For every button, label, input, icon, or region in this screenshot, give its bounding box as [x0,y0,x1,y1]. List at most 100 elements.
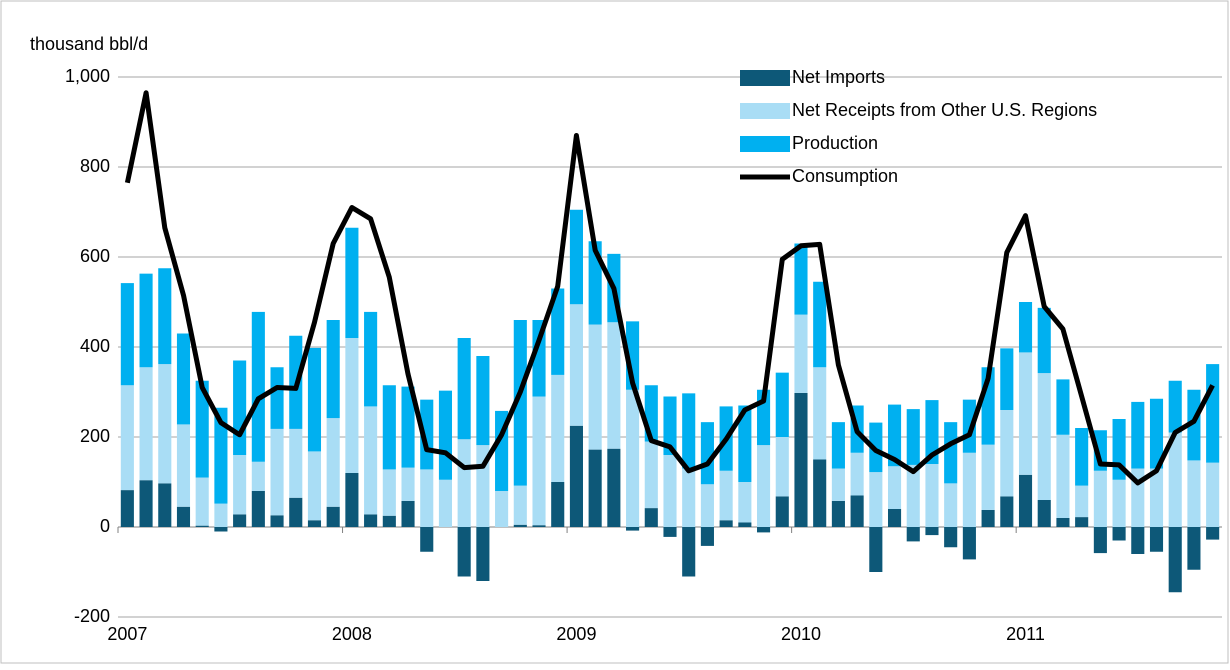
bar-segment [962,452,976,527]
bar-segment [139,273,153,368]
bar-segment [644,508,658,527]
bar-segment [962,399,976,453]
bar-segment [1206,527,1220,540]
bar-segment [644,441,658,509]
bar-segment [1187,460,1201,527]
bar-segment [1037,373,1051,500]
bar-segment [962,527,976,560]
bar-segment [214,503,228,527]
bar-segment [738,482,752,523]
bar-segment [289,497,303,527]
bar-segment [251,461,265,491]
bar-segment [195,380,209,478]
y-tick-label: 600 [80,246,110,266]
bar-segment [1112,479,1126,527]
bar-segment [663,527,677,537]
y-axis-label: thousand bbl/d [30,34,148,54]
bar-segment [887,466,902,509]
legend-label: Net Imports [792,67,885,87]
bar-segment [1000,410,1014,497]
bar-segment [794,314,808,393]
bar-segment [626,527,640,531]
bar-segment [420,527,434,552]
bar-segment [1131,527,1145,554]
y-tick-label: 800 [80,156,110,176]
bar-segment [345,473,359,527]
bar-segment [682,527,696,577]
bar-segment [1018,352,1033,475]
bar-segment [775,437,789,497]
bar-segment [401,500,415,527]
bar-segment [1149,527,1164,552]
bar-segment [1168,380,1182,433]
x-tick-label: 2009 [556,624,596,644]
y-tick-label: -200 [74,606,110,626]
bar-segment [195,525,209,527]
bar-segment [214,527,228,532]
bar-segment [438,479,453,527]
bar-segment [944,422,958,484]
bar-segment [1075,517,1089,527]
bar-segment [831,500,845,527]
y-tick-label: 200 [80,426,110,446]
bar-segment [700,527,714,546]
bar-segment [289,428,303,498]
bar-segment [551,482,565,527]
bar-segment [1000,348,1014,410]
bar-segment [775,372,789,437]
bar-segment [1056,434,1070,518]
bar-segment [307,451,322,521]
bar-segment [813,459,827,527]
bar-segment [682,468,696,527]
bar-segment [214,407,228,504]
bar-segment [326,418,340,507]
bar-segment [887,404,902,467]
bar-segment [1206,462,1220,527]
bar-segment [345,227,359,338]
bar-segment [981,509,995,527]
bar-segment [233,455,247,515]
bar-segment [906,464,920,527]
bar-segment [364,311,378,407]
bar-segment [457,338,471,440]
bar-segment [906,527,920,542]
bar-segment [120,490,134,527]
legend-swatch [740,136,790,152]
bar-segment [195,477,209,526]
bar-segment [906,409,920,465]
bar-segment [158,364,172,484]
bar-segment [925,527,939,536]
bar-segment [495,491,509,527]
bar-segment [1018,302,1033,353]
bar-segment [551,374,565,482]
bar-segment [813,367,827,460]
y-tick-label: 1,000 [65,66,110,86]
bar-segment [1168,527,1182,593]
bar-segment [1075,485,1089,518]
bar-segment [831,468,845,501]
bar-segment [345,338,359,473]
bar-segment [869,472,883,527]
bar-segment [382,385,396,470]
bar-segment [270,367,284,429]
bar-segment [794,243,808,315]
bar-segment [1093,470,1107,527]
bar-segment [569,304,583,426]
bar-segment [1056,518,1070,527]
x-tick-label: 2010 [781,624,821,644]
bar-segment [326,506,340,527]
bar-segment [944,483,958,527]
bar-segment [719,520,733,527]
bar-segment [513,524,527,527]
bar-segment [1037,500,1051,527]
bar-segment [382,515,396,527]
bar-segment [401,467,415,501]
legend-label: Consumption [792,166,898,186]
bar-segment [176,506,191,527]
bar-segment [401,386,415,468]
bar-segment [588,449,602,527]
bar-segment [887,509,902,527]
bar-segment [1093,527,1107,554]
bar-segment [233,514,247,527]
